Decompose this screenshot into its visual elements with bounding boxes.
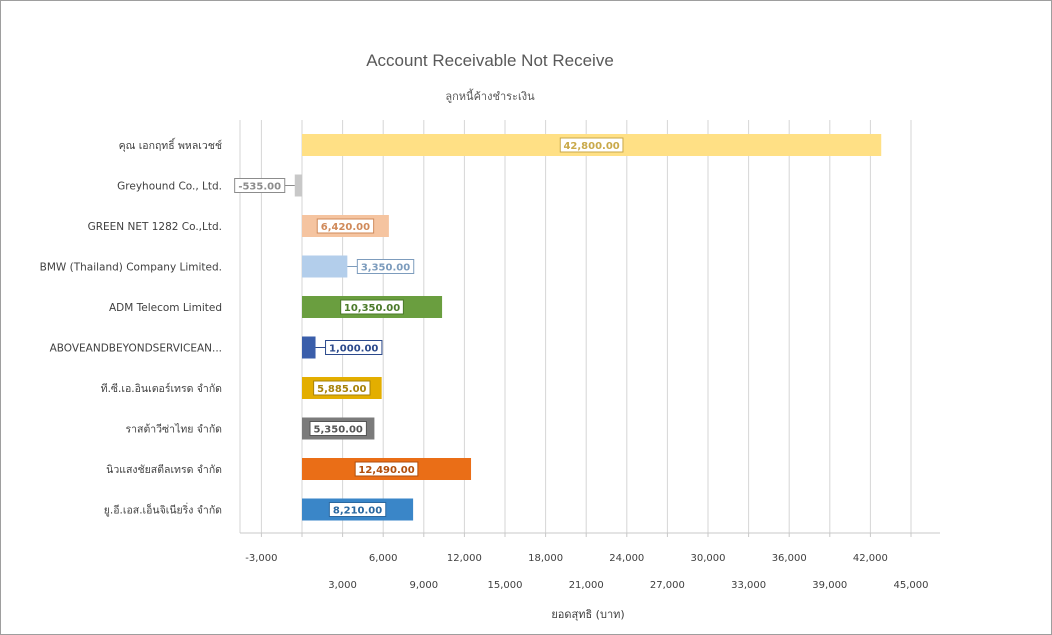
category-label: GREEN NET 1282 Co.,Ltd. <box>88 221 222 233</box>
data-label-box <box>340 299 404 315</box>
data-label: 8,210.00 <box>333 506 382 517</box>
data-label: 5,350.00 <box>314 425 363 436</box>
data-label: 3,350.00 <box>361 263 410 274</box>
category-label: คุณ เอกฤทธิ์ พหลเวชช์ <box>119 137 222 152</box>
category-label: ABOVEANDBEYONDSERVICEAN... <box>50 343 222 355</box>
x-tick-label: 3,000 <box>328 580 357 591</box>
x-axis-label: ยอดสุทธิ (บาท) <box>551 608 624 621</box>
bar <box>294 174 302 197</box>
data-label: 12,490.00 <box>358 465 414 476</box>
x-tick-label: 39,000 <box>812 580 847 591</box>
x-tick-label: 24,000 <box>609 553 644 564</box>
data-label-box <box>309 421 367 436</box>
data-label-box <box>313 380 371 396</box>
x-tick-label: 42,000 <box>853 553 888 564</box>
x-tick-label: 15,000 <box>488 580 523 591</box>
category-label: ADM Telecom Limited <box>109 302 222 314</box>
data-label-box <box>234 178 286 193</box>
x-tick-label: 21,000 <box>569 580 604 591</box>
x-tick-label: 6,000 <box>369 553 398 564</box>
category-label: ที.ซี.เอ.อินเตอร์เทรด จำกัด <box>101 382 222 395</box>
data-label: -535.00 <box>238 182 281 193</box>
x-tick-label: 27,000 <box>650 580 685 591</box>
x-tick-label: 45,000 <box>894 580 929 591</box>
x-tick-label: 33,000 <box>731 580 766 591</box>
chart-title: Account Receivable Not Receive <box>366 51 614 70</box>
category-labels: คุณ เอกฤทธิ์ พหลเวชช์ Greyhound Co., Ltd.… <box>40 137 222 517</box>
x-tick-label: 12,000 <box>447 553 482 564</box>
category-label: BMW (Thailand) Company Limited. <box>40 262 222 274</box>
data-label: 10,350.00 <box>344 303 400 314</box>
data-label: 6,420.00 <box>321 222 370 233</box>
data-label-box <box>325 340 383 355</box>
data-label-box <box>354 461 419 477</box>
bar <box>302 336 316 359</box>
chart-subtitle: ลูกหนี้ค้างชำระเงิน <box>445 88 535 103</box>
data-label-box <box>356 259 415 274</box>
category-label: นิวแสงชัยสตีลเทรด จำกัด <box>106 463 222 476</box>
category-label: Greyhound Co., Ltd. <box>117 181 222 193</box>
category-label: ราสต้าวีซ่าไทย จำกัด <box>126 423 223 436</box>
data-label: 42,800.00 <box>563 141 619 152</box>
x-tick-labels: -3,000 6,000 12,000 18,000 24,000 30,000 36,00… <box>245 553 928 591</box>
category-label: ยู.อี.เอส.เอ็นจิเนียริ่ง จำกัด <box>104 503 222 517</box>
bars-group: 42,800.00 -535.00 6,420.00 3,350.00 10,350.0… <box>234 134 882 521</box>
data-label-box <box>559 137 624 153</box>
data-label: 5,885.00 <box>317 384 366 395</box>
data-label: 1,000.00 <box>329 344 378 355</box>
bar <box>302 255 348 278</box>
data-label-box <box>316 218 375 234</box>
x-tick-label: 9,000 <box>409 580 438 591</box>
data-label-box <box>328 502 387 517</box>
x-tick-label: 36,000 <box>772 553 807 564</box>
x-tick-label: 18,000 <box>528 553 563 564</box>
x-tick-label: 30,000 <box>691 553 726 564</box>
x-tick-label: -3,000 <box>245 553 277 564</box>
